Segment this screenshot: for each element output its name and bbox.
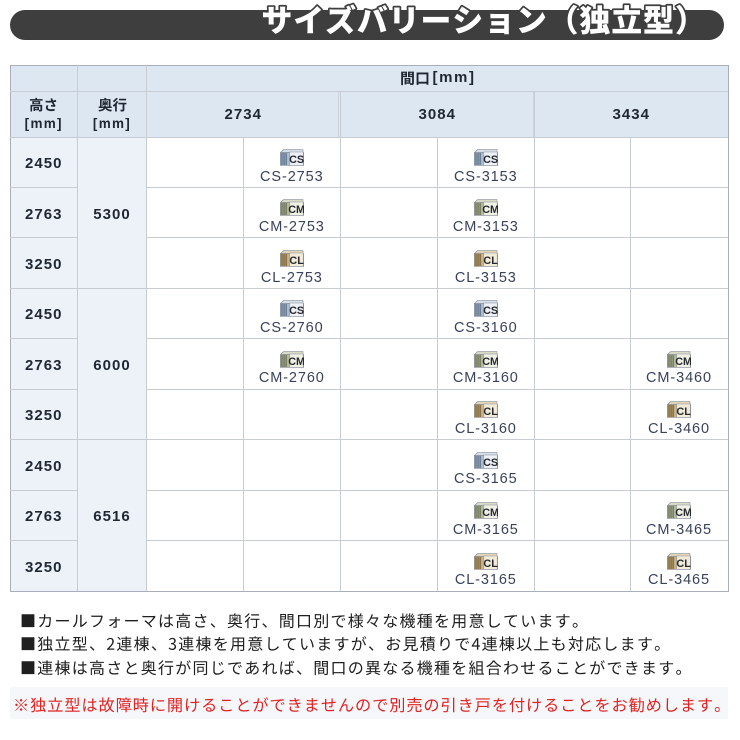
svg-text:CM: CM	[675, 356, 691, 368]
svg-text:CL: CL	[289, 255, 304, 267]
svg-text:CL: CL	[676, 557, 691, 569]
svg-text:CL: CL	[483, 255, 498, 267]
svg-text:CS: CS	[289, 305, 304, 317]
svg-text:CL: CL	[483, 557, 498, 569]
svg-text:CL: CL	[676, 406, 691, 418]
svg-text:CS: CS	[289, 154, 304, 166]
svg-text:CS: CS	[483, 305, 498, 317]
svg-text:CS: CS	[483, 154, 498, 166]
svg-text:CM: CM	[482, 356, 498, 368]
svg-text:CM: CM	[482, 204, 498, 216]
svg-text:CM: CM	[482, 507, 498, 519]
svg-text:CM: CM	[675, 507, 691, 519]
svg-text:CM: CM	[288, 204, 304, 216]
svg-text:CM: CM	[288, 356, 304, 368]
svg-text:CL: CL	[483, 406, 498, 418]
svg-text:CS: CS	[483, 456, 498, 468]
